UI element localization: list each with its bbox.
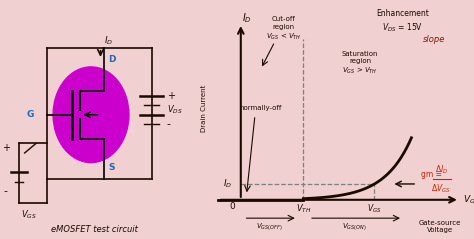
Text: Cut-off
region
$V_{GS}$ < $V_{TH}$: Cut-off region $V_{GS}$ < $V_{TH}$ <box>266 16 301 42</box>
Text: $\Delta V_{GS}$: $\Delta V_{GS}$ <box>431 182 451 195</box>
Text: $V_{GS}$: $V_{GS}$ <box>367 203 382 215</box>
Text: Gate-source
Voltage: Gate-source Voltage <box>419 220 461 234</box>
Text: $V_{GS}$: $V_{GS}$ <box>463 194 474 206</box>
Text: -: - <box>4 186 8 196</box>
Text: gm =: gm = <box>421 170 442 179</box>
Text: $V_{GS(OFF)}$: $V_{GS(OFF)}$ <box>256 221 283 232</box>
Text: -: - <box>167 119 171 129</box>
Text: +: + <box>167 91 175 101</box>
Text: D: D <box>108 55 116 64</box>
Text: 0: 0 <box>229 202 235 211</box>
Text: Enhancement
$V_{DS}$ = 15V: Enhancement $V_{DS}$ = 15V <box>376 9 429 33</box>
Text: +: + <box>2 143 9 153</box>
Text: $I_D$: $I_D$ <box>104 34 114 47</box>
Text: eMOSFET test circuit: eMOSFET test circuit <box>51 225 138 234</box>
Text: Drain Current: Drain Current <box>201 84 207 132</box>
Text: S: S <box>108 163 115 172</box>
Text: $I_D$: $I_D$ <box>242 12 252 25</box>
Text: $V_{TH}$: $V_{TH}$ <box>296 203 311 215</box>
Text: $V_{DS}$: $V_{DS}$ <box>167 104 182 116</box>
Text: $I_D$: $I_D$ <box>223 178 232 190</box>
Text: $\Delta I_D$: $\Delta I_D$ <box>435 164 448 176</box>
Text: $V_{GS}$: $V_{GS}$ <box>20 209 36 221</box>
Text: normally-off: normally-off <box>239 105 282 111</box>
Text: G: G <box>27 110 34 119</box>
Text: Saturation
region
$V_{GS}$ > $V_{TH}$: Saturation region $V_{GS}$ > $V_{TH}$ <box>342 51 379 76</box>
Text: $V_{GS(ON)}$: $V_{GS(ON)}$ <box>342 221 367 232</box>
Text: slope: slope <box>423 35 445 44</box>
Circle shape <box>53 67 129 163</box>
